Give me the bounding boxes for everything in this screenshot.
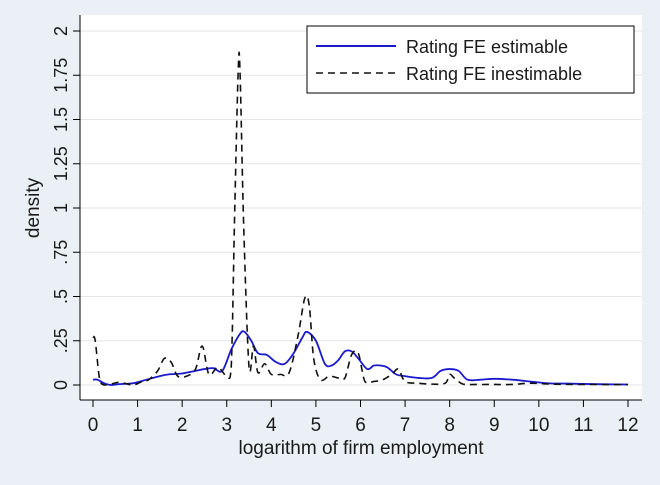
y-tick-label: 1.25 [51, 146, 71, 181]
legend-box [306, 25, 635, 94]
y-tick-label: 1.5 [51, 107, 71, 132]
legend-label-estimable: Rating FE estimable [406, 37, 568, 57]
y-tick-label: 1.75 [51, 58, 71, 93]
x-tick-label: 7 [400, 415, 411, 436]
x-tick-label: 4 [266, 415, 277, 436]
x-tick-label: 1 [132, 415, 143, 436]
x-tick-label: 11 [574, 415, 594, 436]
legend: Rating FE estimable Rating FE inestimabl… [306, 25, 635, 94]
series-layer [92, 51, 629, 386]
x-axis-label: logarithm of firm employment [239, 438, 485, 459]
y-tick-label: 0 [51, 380, 71, 390]
series-line-estimable [92, 330, 629, 386]
y-tick-label: .75 [51, 240, 71, 265]
x-tick-label: 10 [528, 415, 549, 436]
x-tick-label: 0 [88, 415, 99, 436]
y-tick-label: 2 [51, 26, 71, 36]
x-tick-label: 2 [177, 415, 188, 436]
x-tick-label: 3 [221, 415, 232, 436]
x-tick-label: 9 [489, 415, 500, 436]
x-tick-label: 5 [311, 415, 322, 436]
y-tick-label: .5 [51, 289, 71, 304]
legend-label-inestimable: Rating FE inestimable [406, 64, 582, 84]
y-tick-label: 1 [51, 203, 71, 213]
x-tick-label: 12 [617, 415, 638, 436]
x-tick-label: 8 [444, 415, 455, 436]
x-tick-label: 6 [355, 415, 366, 436]
y-axis-label: density [23, 177, 44, 238]
series-line-inestimable [92, 51, 629, 386]
y-tick-label: .25 [51, 328, 71, 353]
